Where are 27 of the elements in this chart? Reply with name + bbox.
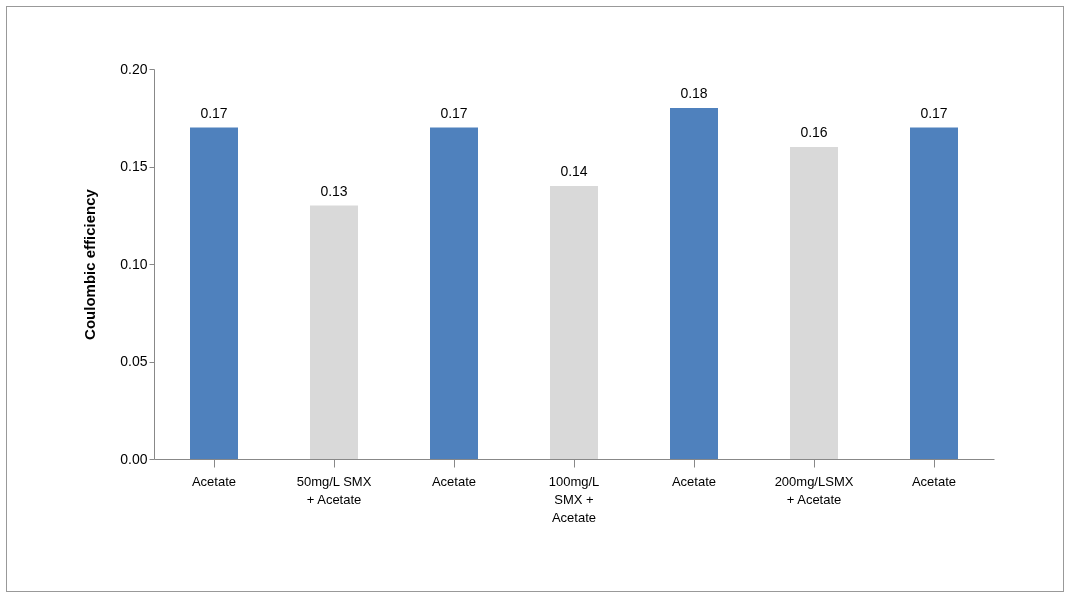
data-label: 0.18: [680, 85, 708, 101]
data-label: 0.17: [440, 104, 468, 121]
y-tick-label: 0.05: [120, 353, 148, 369]
y-tick-label: 0.00: [120, 450, 148, 467]
bar: [670, 108, 718, 459]
bar: [550, 186, 598, 459]
x-tick-label: Acetate: [671, 473, 717, 489]
y-tick-label: 0.20: [120, 60, 148, 77]
data-label: 0.17: [920, 104, 948, 121]
data-label: 0.13: [320, 182, 348, 199]
bar: [310, 205, 358, 459]
y-tick-label: 0.10: [120, 255, 148, 272]
y-axis-title: Coulombic efficiency: [81, 188, 99, 340]
data-label: 0.16: [800, 124, 828, 140]
y-tick-label: 0.15: [120, 158, 148, 174]
data-label: 0.17: [200, 104, 228, 121]
data-label: 0.14: [560, 163, 588, 179]
x-tick-label: 200mg/LSMX + Acetate: [774, 473, 854, 507]
bar: [910, 127, 958, 459]
bar: [790, 147, 838, 459]
bar: [430, 127, 478, 459]
bar: [190, 127, 238, 459]
x-tick-label: 50mg/L SMX + Acetate: [296, 473, 372, 507]
x-tick-label: Acetate: [191, 473, 237, 489]
x-tick-label: Acetate: [431, 473, 477, 489]
x-tick-label: 100mg/L SMX + Acetate: [548, 473, 600, 525]
x-tick-label: Acetate: [911, 473, 957, 489]
